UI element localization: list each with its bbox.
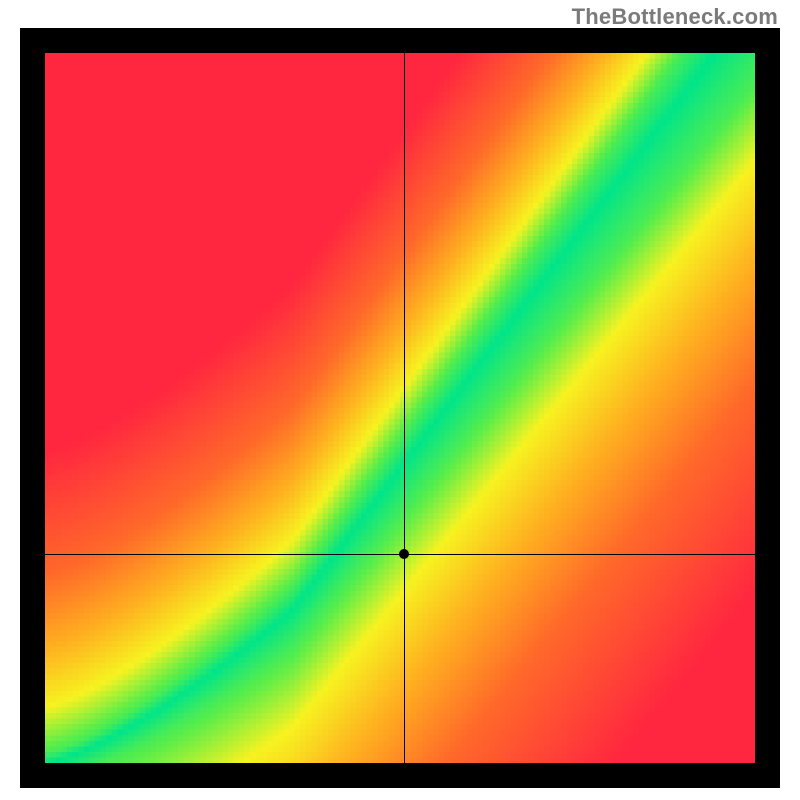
heatmap-plot-area xyxy=(45,53,755,763)
root-container: TheBottleneck.com xyxy=(0,0,800,800)
crosshair-marker-dot xyxy=(399,549,409,559)
heatmap-outer-panel xyxy=(20,28,780,788)
crosshair-vertical-line xyxy=(404,53,405,763)
watermark-text: TheBottleneck.com xyxy=(572,4,778,30)
heatmap-canvas xyxy=(45,53,755,763)
